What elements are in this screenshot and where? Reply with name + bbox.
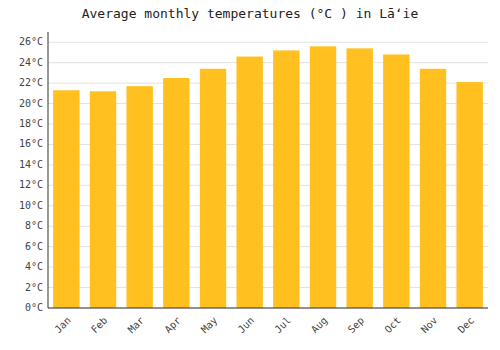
bars <box>53 46 483 308</box>
x-tick-label: Nov <box>419 315 440 336</box>
bar <box>126 86 152 308</box>
x-tick-label: Jun <box>236 315 257 336</box>
y-tick-label: 0°C <box>25 302 43 313</box>
x-tick-label: Feb <box>89 315 110 336</box>
y-axis-line <box>48 32 49 308</box>
x-tick-label: Aug <box>309 315 330 336</box>
bar <box>456 82 482 308</box>
y-tick-label: 16°C <box>19 138 43 149</box>
bar <box>200 69 226 308</box>
x-tick-label: Mar <box>126 315 147 336</box>
x-tick-label: Jan <box>52 315 73 336</box>
x-tick-label: Oct <box>382 315 403 336</box>
grid-line <box>48 42 488 43</box>
y-tick-label: 24°C <box>19 57 43 68</box>
grid-line <box>48 308 488 309</box>
y-tick-label: 22°C <box>19 77 43 88</box>
bar <box>346 48 372 308</box>
page: {"chart_data": {"type": "bar", "title": … <box>0 0 500 350</box>
x-tick-label: Dec <box>456 315 477 336</box>
y-tick-label: 12°C <box>19 179 43 190</box>
y-tick-label: 14°C <box>19 159 43 170</box>
bar <box>236 57 262 308</box>
y-tick-label: 8°C <box>25 220 43 231</box>
x-tick-label: Sep <box>346 315 367 336</box>
bar <box>310 46 336 308</box>
title: Average monthly temperatures (°C ) in Lā… <box>82 6 419 21</box>
x-tick-label: May <box>199 315 220 336</box>
bar <box>53 90 79 308</box>
bar <box>383 54 409 308</box>
bar <box>273 50 299 308</box>
y-tick-label: 20°C <box>19 98 43 109</box>
bar <box>90 91 116 308</box>
grid <box>48 42 488 308</box>
y-tick-label: 26°C <box>19 36 43 47</box>
y-tick-label: 2°C <box>25 282 43 293</box>
y-tick-label: 18°C <box>19 118 43 129</box>
grid-line <box>48 62 488 63</box>
y-tick-label: 6°C <box>25 241 43 252</box>
y-tick-label: 10°C <box>19 200 43 211</box>
x-tick-label: Jul <box>272 315 293 336</box>
x-tick-labels: Jan Feb Mar Apr May Jun Jul Aug Sep Oct Nov Dec <box>52 315 476 336</box>
x-tick-label: Apr <box>162 315 183 336</box>
bar <box>420 69 446 308</box>
x-axis-line <box>48 308 488 309</box>
y-tick-label: 4°C <box>25 261 43 272</box>
chart: Average monthly temperatures (°C ) in Lā… <box>0 0 500 350</box>
bar <box>163 78 189 308</box>
y-tick-labels: 0°C 2°C 4°C 6°C 8°C 10°C 12°C 14°C 16°C 18°C 20°C 2… <box>19 36 43 313</box>
